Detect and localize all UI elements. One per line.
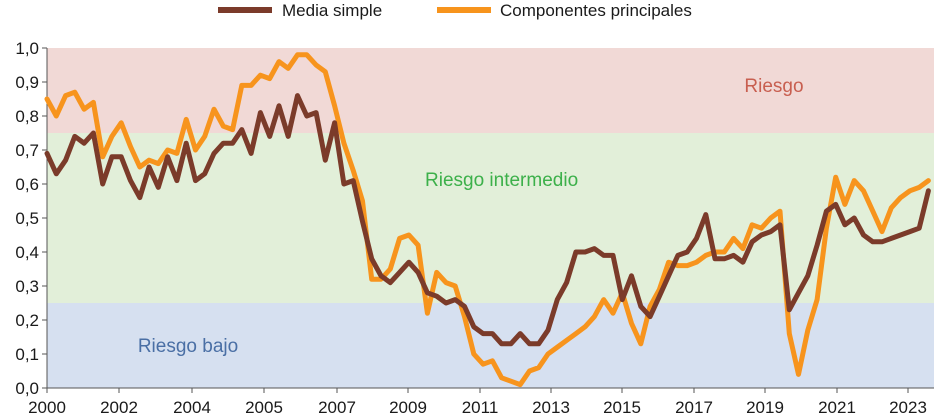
zone-band [47, 48, 934, 133]
x-tick-label: 2007 [318, 398, 356, 417]
y-tick-label: 0,3 [15, 277, 39, 296]
x-tick-label: 2009 [389, 398, 427, 417]
y-tick-label: 0,4 [15, 243, 39, 262]
x-tick-label: 2000 [28, 398, 66, 417]
zone-labels: Riesgo Riesgo intermedio Riesgo bajo [138, 76, 804, 357]
axes: 0,0 0,1 0,2 0,3 0,4 0,5 0,6 0,7 0,8 0,9 1,0 2000 200… [15, 39, 934, 417]
y-tick-label: 0,7 [15, 141, 39, 160]
legend: Media simple Componentes principales [218, 1, 692, 20]
y-tick-label: 0,2 [15, 311, 39, 330]
x-tick-label: 2013 [532, 398, 570, 417]
y-tick-label: 0,9 [15, 73, 39, 92]
y-tick-label: 0,8 [15, 107, 39, 126]
legend-label: Componentes principales [500, 1, 692, 20]
y-tick-label: 0,1 [15, 345, 39, 364]
series-lines [44, 52, 931, 388]
zone-label: Riesgo bajo [138, 336, 238, 357]
x-tick-label: 2002 [100, 398, 138, 417]
x-tick-label: 2017 [675, 398, 713, 417]
y-tick-label: 0,6 [15, 175, 39, 194]
x-tick-label: 2023 [889, 398, 927, 417]
x-tick-label: 2019 [746, 398, 784, 417]
series-line-media-simple [44, 93, 931, 347]
y-tick-label: 0,5 [15, 209, 39, 228]
x-tick-label: 2015 [603, 398, 641, 417]
risk-zones [47, 48, 934, 388]
x-tick-label: 2005 [245, 398, 283, 417]
y-tick-label: 1,0 [15, 39, 39, 58]
x-tick-label: 2004 [173, 398, 211, 417]
x-tick-label: 2021 [818, 398, 856, 417]
legend-label: Media simple [282, 1, 382, 20]
zone-label: Riesgo [744, 76, 803, 97]
y-tick-label: 0,0 [15, 379, 39, 398]
zone-label: Riesgo intermedio [425, 170, 578, 191]
x-tick-label: 2011 [462, 398, 499, 417]
